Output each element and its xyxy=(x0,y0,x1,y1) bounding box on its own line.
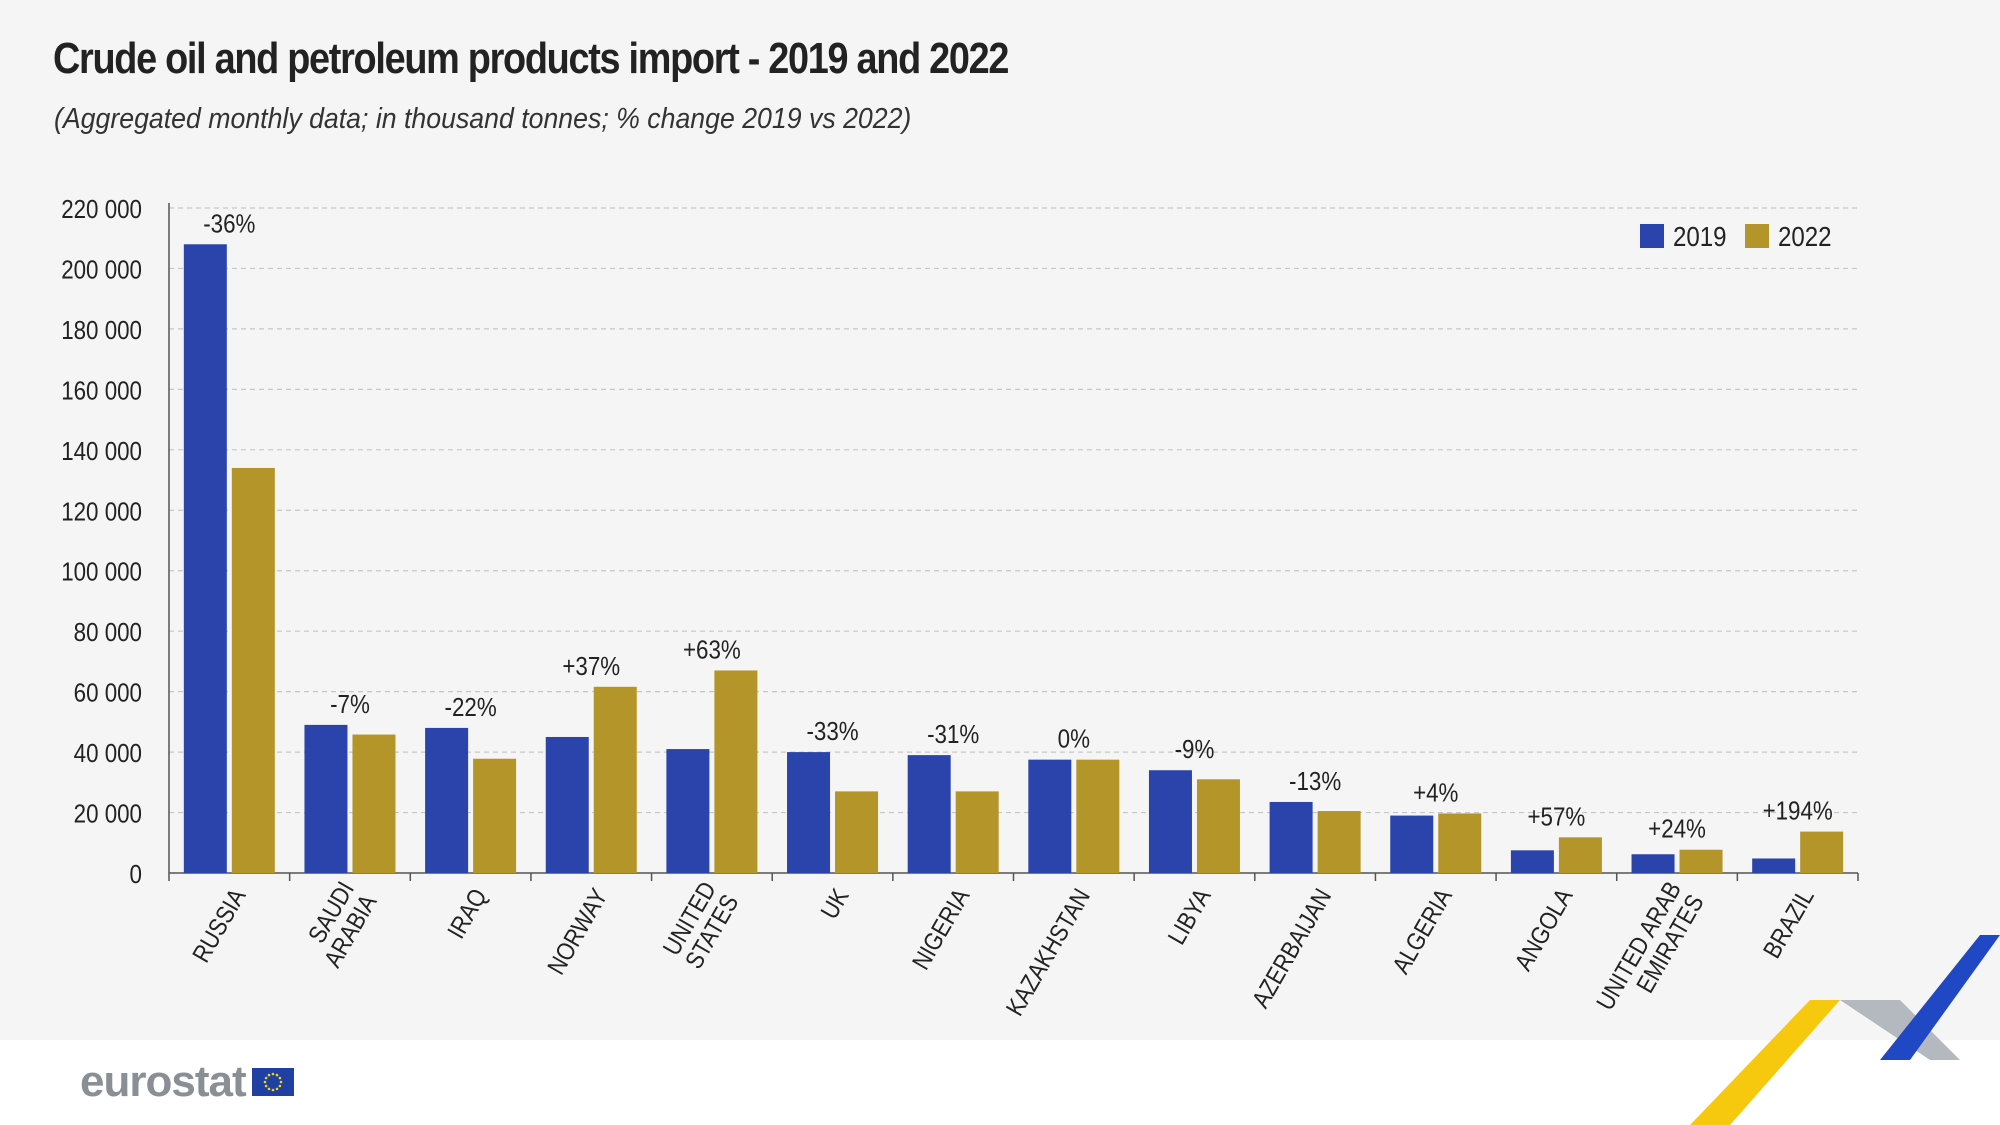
bar-2019 xyxy=(1752,858,1796,873)
pct-change-label: +4% xyxy=(1413,779,1458,808)
bar-2019 xyxy=(666,749,710,873)
y-tick-label: 60 000 xyxy=(74,679,142,708)
bar-2019 xyxy=(1269,801,1313,873)
pct-change-label: -13% xyxy=(1289,767,1341,796)
x-category-label: LIBYA xyxy=(1162,883,1216,949)
y-tick-label: 40 000 xyxy=(74,740,142,769)
pct-change-label: +37% xyxy=(562,652,620,681)
pct-change-label: -9% xyxy=(1175,736,1215,765)
eurostat-logo: eurostat xyxy=(80,1057,294,1107)
bars xyxy=(183,244,1844,874)
bar-2022 xyxy=(1558,837,1602,873)
x-category-label: ALGERIA xyxy=(1387,883,1458,978)
x-category-label: NIGERIA xyxy=(906,883,975,974)
bar-2019 xyxy=(425,727,469,873)
chart-title: Crude oil and petroleum products import … xyxy=(53,34,1009,83)
y-tick-label: 80 000 xyxy=(74,619,142,648)
decorative-ribbon xyxy=(1690,935,2000,1125)
bar-2022 xyxy=(1438,813,1482,873)
pct-change-label: +57% xyxy=(1527,803,1585,832)
y-tick-label: 160 000 xyxy=(61,377,142,406)
x-category-label: RUSSIA xyxy=(187,883,251,967)
bar-2019 xyxy=(304,724,348,873)
bar-2019 xyxy=(1631,854,1675,873)
x-category-label: UNITEDSTATES xyxy=(657,877,744,974)
bar-2022 xyxy=(352,734,396,873)
pct-change-label: -36% xyxy=(203,210,255,239)
y-tick-label: 100 000 xyxy=(61,558,142,587)
y-tick-label: 0 xyxy=(130,860,142,889)
y-tick-label: 140 000 xyxy=(61,437,142,466)
pct-change-label: 0% xyxy=(1058,725,1090,754)
bar-2019 xyxy=(545,736,589,873)
eu-flag-icon xyxy=(251,1068,294,1096)
bar-2019 xyxy=(1390,815,1434,873)
y-tick-label: 220 000 xyxy=(61,195,142,224)
y-tick-label: 20 000 xyxy=(74,800,142,829)
bar-2022 xyxy=(1196,779,1240,873)
pct-change-label: -22% xyxy=(445,693,497,722)
data-labels: -36% RUSSIA -7% SAUDIARABIA -22% IRAQ +37% NORW… xyxy=(187,210,1833,1021)
y-tick-label: 200 000 xyxy=(61,256,142,285)
bar-chart: 0 20 000 40 000 60 000 80 000 100 000 120 000 1… xyxy=(61,195,1859,1021)
bar-2019 xyxy=(1510,850,1554,873)
bar-2019 xyxy=(1148,770,1192,873)
x-category-label: NORWAY xyxy=(542,883,613,979)
pct-change-label: +24% xyxy=(1648,815,1706,844)
y-tick-label: 120 000 xyxy=(61,498,142,527)
pct-change-label: -7% xyxy=(330,690,370,719)
legend-swatch-2022 xyxy=(1745,224,1769,248)
bar-2022 xyxy=(231,467,275,873)
bar-2019 xyxy=(183,244,227,874)
bar-2022 xyxy=(473,758,517,873)
pct-change-label: +63% xyxy=(683,636,741,665)
bar-2019 xyxy=(907,755,951,873)
bar-2022 xyxy=(714,670,758,873)
pct-change-label: -31% xyxy=(927,721,979,750)
legend-label-2019: 2019 xyxy=(1673,220,1727,252)
bar-2022 xyxy=(835,791,879,873)
bar-2022 xyxy=(955,791,999,873)
x-category-label: SAUDIARABIA xyxy=(296,876,382,972)
bar-2019 xyxy=(1028,759,1072,873)
brand-name: eurostat xyxy=(80,1057,247,1106)
pct-change-label: +194% xyxy=(1763,797,1833,826)
bar-2022 xyxy=(1800,831,1844,873)
legend-label-2022: 2022 xyxy=(1778,220,1832,252)
gridlines xyxy=(169,207,1858,814)
x-category-label: ANGOLA xyxy=(1509,883,1578,975)
bar-2022 xyxy=(1317,811,1361,873)
legend-swatch-2019 xyxy=(1640,224,1664,248)
y-tick-label: 180 000 xyxy=(61,316,142,345)
x-category-label: KAZAKHSTAN xyxy=(1000,884,1095,1021)
x-category-label: UK xyxy=(815,883,854,923)
pct-change-label: -33% xyxy=(806,718,858,747)
bar-2022 xyxy=(1679,849,1723,873)
axes: 0 20 000 40 000 60 000 80 000 100 000 120 000 1… xyxy=(61,195,1859,889)
bar-2022 xyxy=(593,686,637,873)
bar-2022 xyxy=(1076,759,1120,873)
bar-2019 xyxy=(787,752,831,873)
x-category-label: IRAQ xyxy=(442,884,492,943)
x-category-label: AZERBAIJAN xyxy=(1246,884,1336,1013)
legend: 2019 2022 xyxy=(1640,220,1832,252)
chart-subtitle: (Aggregated monthly data; in thousand to… xyxy=(54,103,912,135)
